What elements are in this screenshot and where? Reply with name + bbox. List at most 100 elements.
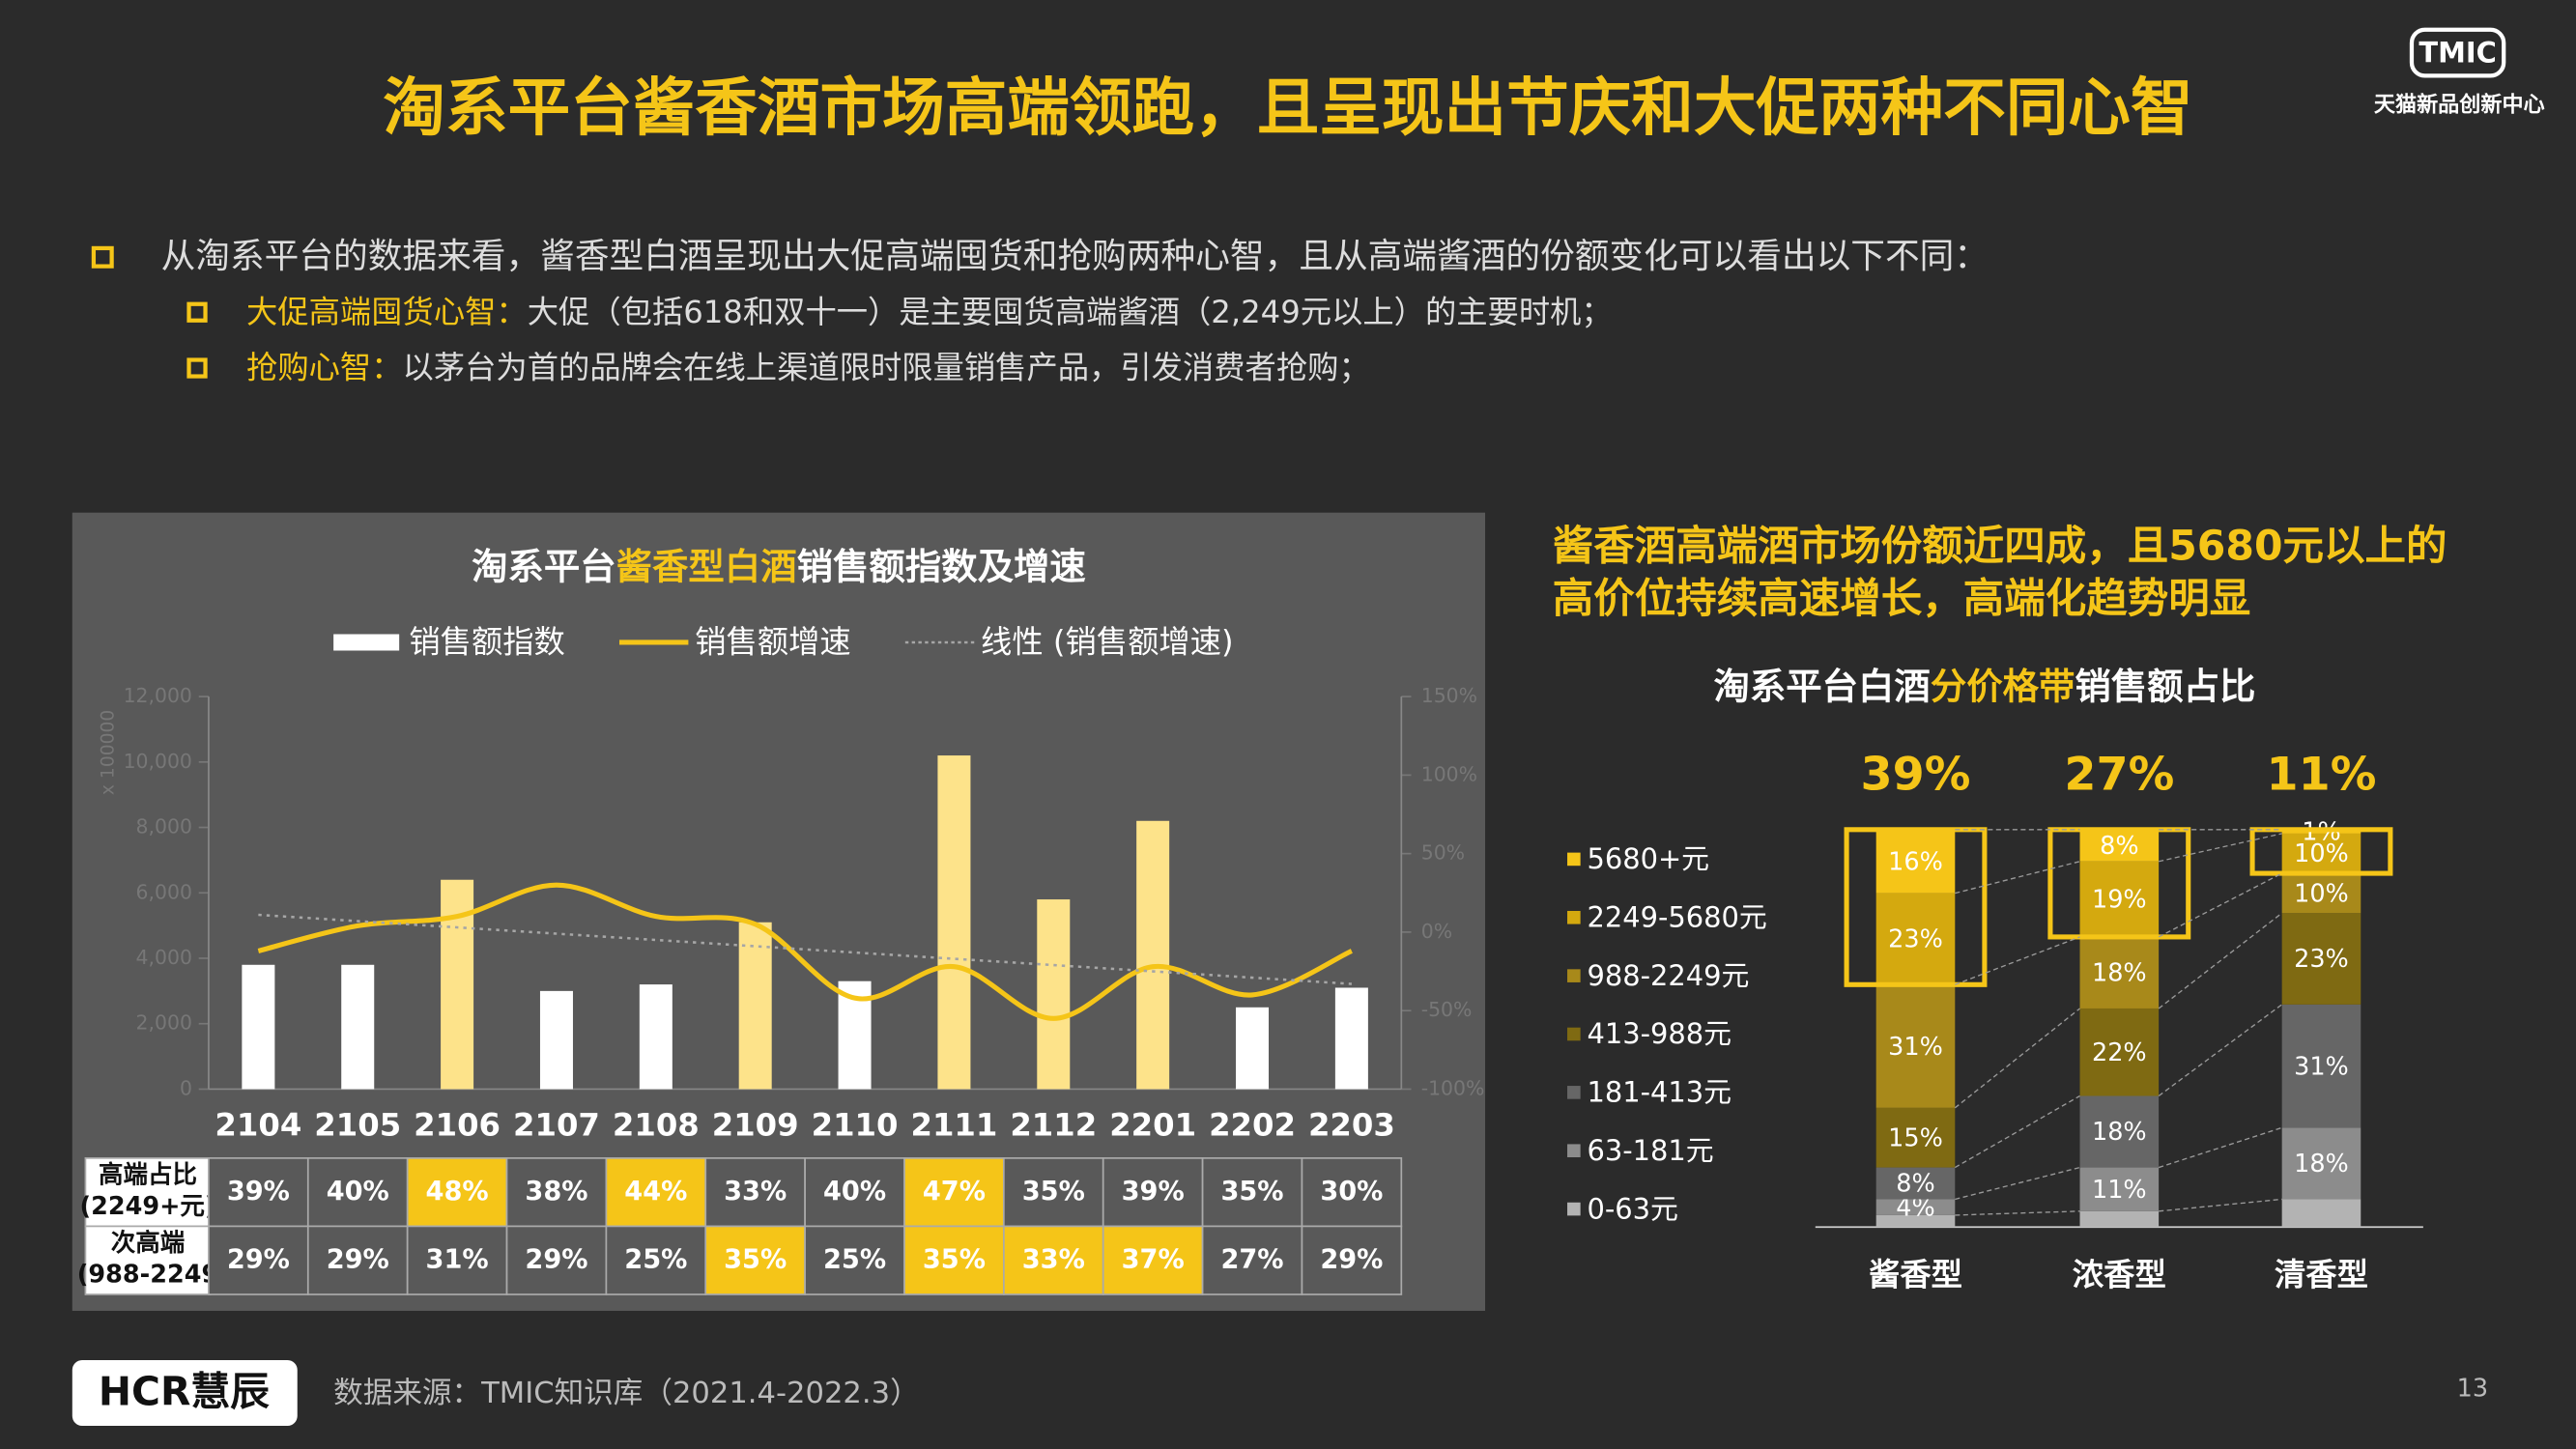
bar — [639, 984, 673, 1090]
chart-title: 淘系平台酱香型白酒销售额指数及增速 — [472, 545, 1086, 587]
data-label: 18% — [2294, 1150, 2349, 1179]
table-cell — [1301, 1225, 1403, 1295]
connector — [2158, 833, 2282, 863]
bullet — [186, 357, 208, 379]
x-tick-label: 清香型 — [2275, 1256, 2368, 1293]
x-tick-label: 2110 — [812, 1107, 899, 1144]
connector — [1955, 1210, 2080, 1216]
table-cell — [1102, 1157, 1204, 1228]
y-tick-label: 12,000 — [124, 684, 192, 707]
table-row-header: (2249+元) — [79, 1192, 215, 1221]
data-label: 15% — [1888, 1123, 1943, 1152]
table-value: 30% — [1320, 1177, 1383, 1207]
connector — [1954, 1008, 2080, 1109]
bar — [1136, 820, 1170, 1090]
table-cell — [605, 1157, 707, 1228]
table-cell — [804, 1225, 905, 1295]
connector — [2158, 872, 2282, 938]
line — [257, 882, 1353, 1021]
legend-label: 0-63元 — [1587, 1192, 1677, 1225]
table-cell — [306, 1157, 409, 1228]
legend-label: 销售额指数 — [409, 624, 565, 661]
bar — [1037, 899, 1071, 1090]
bar-segment — [2281, 1004, 2361, 1128]
table-row-header: 次高端 — [111, 1229, 186, 1258]
data-label: 18% — [2092, 959, 2147, 988]
data-label: 22% — [2092, 1038, 2147, 1067]
bullet-label: 抢购心智： — [246, 350, 403, 386]
y2-tick-label: 50% — [1421, 841, 1465, 865]
legend-swatch — [1567, 852, 1581, 867]
table-cell — [84, 1225, 212, 1295]
bar — [1236, 1007, 1270, 1090]
x-tick-label: 2112 — [1010, 1107, 1097, 1144]
bar-segment — [1875, 984, 1956, 1108]
y-tick-label: 6,000 — [136, 880, 192, 903]
connector — [1954, 1094, 2080, 1169]
x-tick-label: 2201 — [1109, 1107, 1196, 1144]
bar — [341, 964, 375, 1090]
title-part: 分价格带 — [1931, 665, 2075, 707]
x-tick-label: 2104 — [215, 1107, 301, 1144]
bar-segment — [2079, 861, 2160, 937]
title-part: 销售额指数及增速 — [797, 545, 1086, 587]
logo: TMIC — [2419, 36, 2496, 69]
table-value: 31% — [426, 1245, 489, 1275]
legend-label: 988-2249元 — [1587, 959, 1749, 992]
x-tick-label: 2108 — [613, 1107, 700, 1144]
bar-segment — [2079, 1008, 2160, 1096]
bar-segment — [2281, 913, 2361, 1005]
bar-segment — [1875, 893, 1956, 985]
table-value: 35% — [1220, 1177, 1283, 1207]
table-value: 29% — [1320, 1245, 1383, 1275]
title-part: 淘系平台 — [472, 545, 616, 587]
bar-segment — [1875, 1107, 1956, 1168]
table-value: 29% — [525, 1245, 587, 1275]
table-row-header: (988-2249 — [77, 1260, 218, 1289]
logo-frame — [2409, 27, 2506, 78]
legend-swatch — [1567, 969, 1581, 982]
legend-label: 63-181元 — [1587, 1134, 1713, 1167]
bar-segment — [2079, 1095, 2160, 1168]
table-value: 38% — [525, 1177, 587, 1207]
x-tick-label: 2203 — [1308, 1107, 1395, 1144]
legend-swatch — [333, 634, 400, 651]
legend-label: 2249-5680元 — [1587, 900, 1766, 933]
table-value: 48% — [426, 1177, 489, 1207]
x-tick-label: 2107 — [513, 1107, 600, 1144]
data-label: 11% — [2092, 1176, 2147, 1205]
table-cell — [1102, 1225, 1204, 1295]
table-value: 40% — [823, 1177, 886, 1207]
y-axis-label: x 100000 — [99, 710, 119, 795]
footer-logo-box — [72, 1359, 298, 1427]
bar-segment — [1875, 1167, 1956, 1200]
table-cell — [1301, 1157, 1403, 1228]
footer-logo: HCR慧辰 — [99, 1369, 270, 1415]
table-cell — [903, 1225, 1005, 1295]
data-label: 18% — [2092, 1118, 2147, 1147]
table-cell — [208, 1225, 309, 1295]
y2-tick-label: 100% — [1421, 762, 1477, 785]
data-label: 31% — [1888, 1033, 1943, 1062]
data-label: 19% — [2092, 886, 2147, 915]
legend-swatch — [1567, 1202, 1581, 1216]
y2-tick-label: -50% — [1421, 998, 1473, 1021]
table-row-header: 高端占比 — [99, 1161, 197, 1190]
y-tick-label: 2,000 — [136, 1011, 192, 1035]
total-label: 39% — [1861, 748, 1971, 801]
table-value: 35% — [923, 1245, 986, 1275]
x-tick-label: 浓香型 — [2073, 1256, 2166, 1293]
bullet-text: 从淘系平台的数据来看，酱香型白酒呈现出大促高端囤货和抢购两种心智，且从高端酱酒的… — [161, 237, 1989, 276]
y2-tick-label: 0% — [1421, 920, 1452, 943]
title-part: 淘系平台白酒 — [1713, 665, 1930, 707]
bullet — [186, 301, 208, 323]
y2-tick-label: 150% — [1421, 684, 1477, 707]
connector — [2158, 1004, 2283, 1097]
table-cell — [406, 1225, 508, 1295]
data-label: 23% — [1888, 925, 1943, 954]
bar-segment — [1875, 1214, 1956, 1228]
table-cell — [804, 1157, 905, 1228]
bar-segment — [2281, 873, 2361, 914]
legend-label: 181-413元 — [1587, 1076, 1732, 1109]
